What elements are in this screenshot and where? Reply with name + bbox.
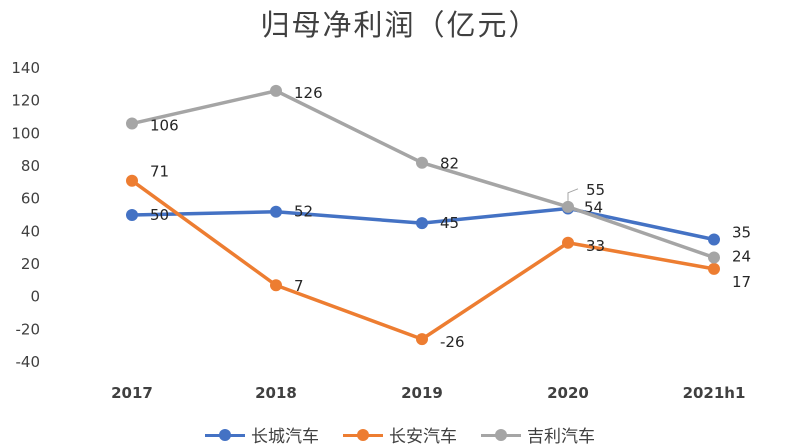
data-label-series-1: 50 (150, 206, 169, 224)
y-tick-label: 140 (11, 59, 40, 77)
data-point-series-3 (270, 84, 282, 97)
legend-item-series-1[interactable]: 长城汽车 (205, 422, 319, 447)
data-label-series-3: 126 (294, 84, 323, 102)
y-tick-label: -20 (16, 320, 41, 338)
data-point-series-2 (708, 262, 720, 275)
series-line-3 (130, 89, 716, 260)
y-tick-label: 60 (21, 190, 40, 208)
data-label-series-2: 7 (294, 277, 304, 295)
line-chart: 140 120 100 80 60 40 20 0 -20 -40 2017 2018 2019 2020… (11, 59, 751, 402)
data-point-series-3 (126, 117, 138, 130)
data-point-series-2 (270, 279, 282, 292)
series-line-2 (130, 178, 716, 341)
legend-label-series-1: 长城汽车 (251, 427, 319, 447)
y-tick-label: 120 (11, 92, 40, 110)
y-tick-label: -40 (16, 353, 41, 371)
data-point-series-3 (562, 200, 574, 213)
data-point-series-1 (126, 209, 138, 221)
data-point-series-1 (270, 205, 282, 218)
data-label-series-1: 45 (440, 214, 459, 232)
x-tick-label: 2020 (547, 384, 589, 402)
x-tick-label: 2017 (111, 384, 153, 402)
data-label-series-1: 54 (584, 198, 603, 216)
data-point-series-1 (708, 233, 720, 246)
data-label-series-2: 33 (586, 237, 605, 255)
y-tick-label: 80 (21, 157, 40, 175)
data-label-series-3: 55 (586, 181, 605, 199)
x-tick-label: 2018 (255, 384, 297, 402)
data-label-series-2: -26 (440, 333, 465, 351)
data-label-series-3: 106 (150, 117, 179, 135)
legend: 长城汽车 长安汽车 吉利汽车 (0, 421, 800, 448)
data-point-series-3 (416, 156, 428, 169)
data-label-series-2: 17 (732, 273, 751, 291)
legend-item-series-3[interactable]: 吉利汽车 (481, 422, 595, 447)
y-tick-label: 100 (11, 124, 40, 142)
y-tick-label: 20 (21, 255, 40, 273)
data-label-series-2: 71 (150, 163, 169, 181)
legend-label-series-2: 长安汽车 (389, 427, 457, 447)
legend-swatch-series-2 (343, 428, 383, 441)
data-label-leader-line (567, 188, 579, 201)
data-label-series-1: 35 (732, 224, 751, 242)
data-label-series-3: 82 (440, 155, 459, 173)
chart-title: 归母净利润（亿元） (260, 8, 540, 42)
data-point-series-2 (416, 333, 428, 346)
legend-label-series-3: 吉利汽车 (527, 427, 595, 447)
data-label-series-1: 52 (294, 203, 313, 221)
data-point-series-2 (562, 236, 574, 249)
y-tick-label: 0 (30, 288, 40, 306)
data-label-series-3: 24 (732, 247, 751, 265)
data-point-series-3 (708, 251, 720, 264)
legend-swatch-series-3 (481, 428, 521, 441)
data-point-series-1 (416, 217, 428, 230)
legend-swatch-series-1 (205, 428, 245, 441)
y-tick-label: 40 (21, 222, 40, 240)
legend-item-series-2[interactable]: 长安汽车 (343, 422, 457, 447)
x-tick-label: 2021h1 (683, 384, 746, 402)
x-tick-label: 2019 (401, 384, 443, 402)
data-point-series-2 (126, 174, 138, 187)
